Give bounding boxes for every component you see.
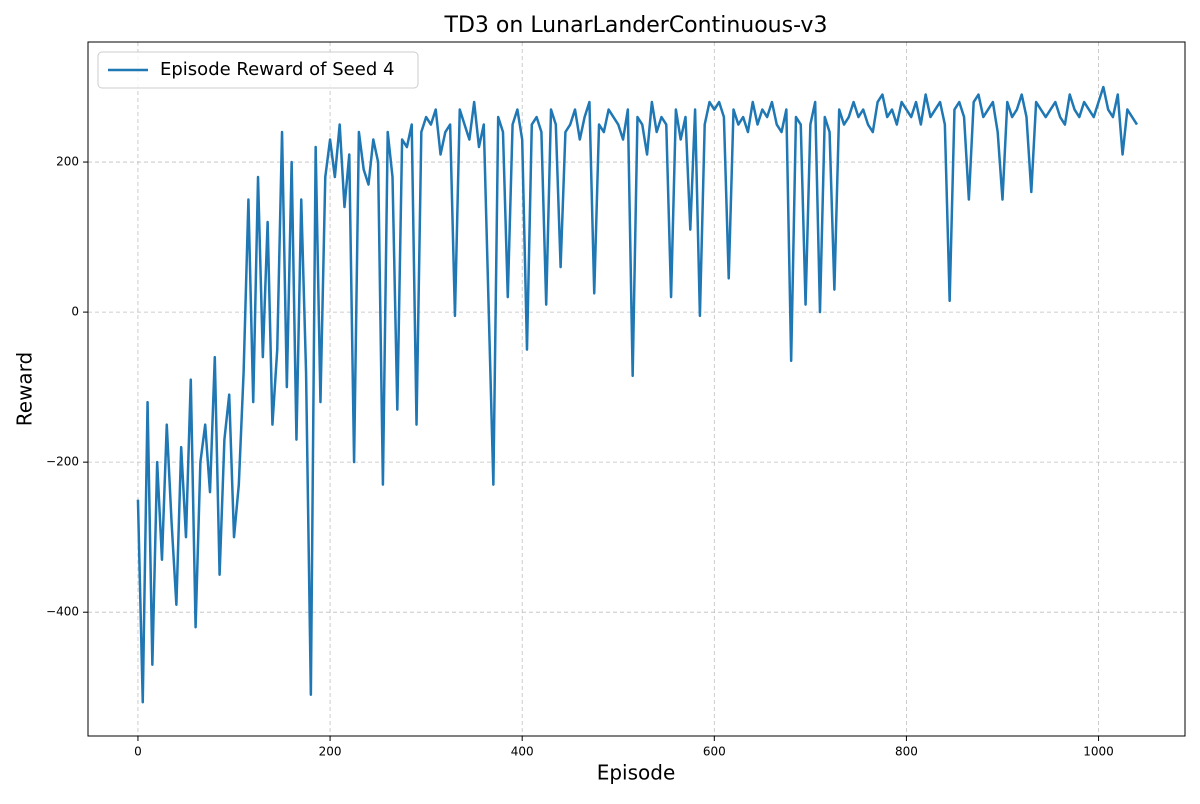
x-tick-label: 200 <box>319 745 342 759</box>
y-tick-label: −200 <box>46 455 79 469</box>
x-tick-label: 400 <box>511 745 534 759</box>
x-tick-label: 0 <box>134 745 142 759</box>
legend-label: Episode Reward of Seed 4 <box>160 59 394 80</box>
legend-box <box>97 51 419 89</box>
y-tick-label: −400 <box>46 605 79 619</box>
y-tick-label: 200 <box>56 155 79 169</box>
x-tick-label: 1000 <box>1083 745 1114 759</box>
plot-frame <box>87 41 1186 737</box>
y-tick-label: 0 <box>71 305 79 319</box>
x-tick-label: 600 <box>703 745 726 759</box>
x-axis-label: Episode <box>597 761 676 785</box>
chart-title: TD3 on LunarLanderContinuous-v3 <box>444 13 828 38</box>
y-axis-label: Reward <box>13 352 37 426</box>
data-line <box>136 85 1139 704</box>
x-tick-label: 800 <box>895 745 918 759</box>
